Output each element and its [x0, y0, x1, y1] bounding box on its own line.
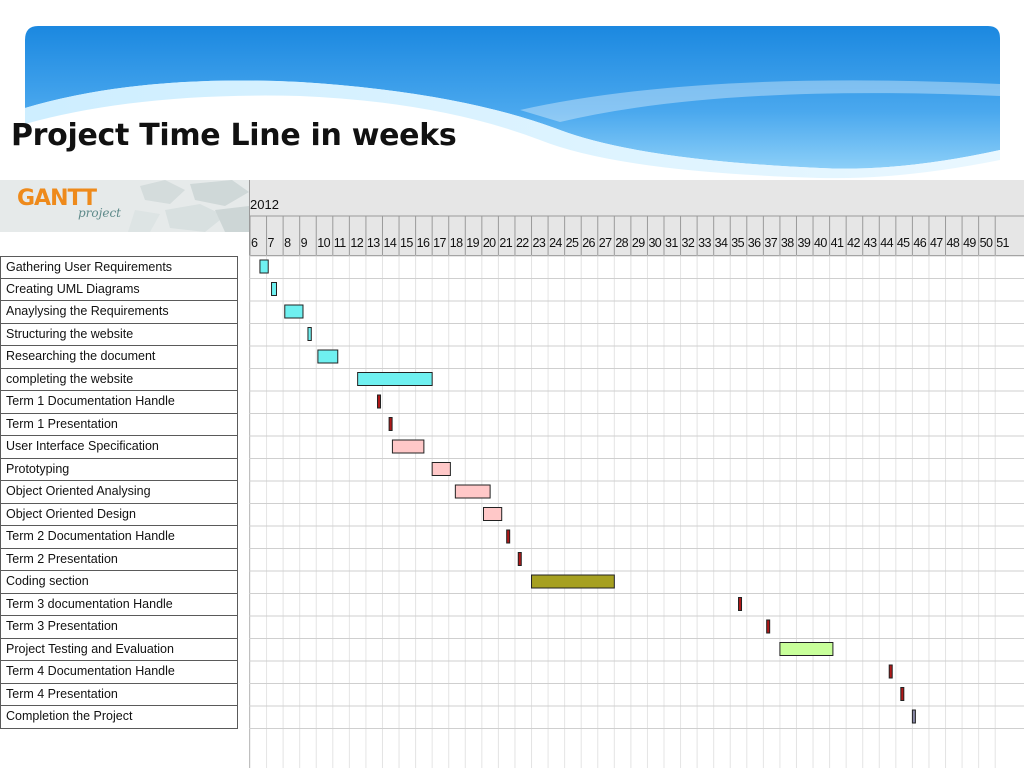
task-bar: [506, 529, 511, 544]
week-tick-label: 30: [648, 236, 661, 250]
logo-subtext: project: [78, 206, 122, 220]
week-tick-label: 50: [980, 236, 993, 250]
week-tick-label: 25: [566, 236, 579, 250]
slide-banner: [25, 26, 1000, 179]
task-row[interactable]: Term 1 Presentation: [0, 413, 238, 436]
task-bar: [357, 372, 433, 386]
week-tick-label: 6: [251, 236, 258, 250]
week-tick-label: 24: [549, 236, 562, 250]
task-row[interactable]: Prototyping: [0, 458, 238, 481]
task-bar: [391, 439, 425, 454]
week-tick-label: 46: [913, 236, 926, 250]
week-tick-label: 41: [831, 236, 844, 250]
task-row[interactable]: Term 2 Documentation Handle: [0, 526, 238, 549]
week-tick-label: 39: [797, 236, 810, 250]
task-row[interactable]: Term 2 Presentation: [0, 548, 238, 571]
week-tick-label: 43: [864, 236, 877, 250]
week-tick-label: 11: [334, 236, 346, 250]
week-tick-label: 9: [301, 236, 308, 250]
task-row[interactable]: Creating UML Diagrams: [0, 278, 238, 301]
task-bar: [900, 687, 905, 701]
logo-hexagon-pattern: [128, 180, 249, 232]
week-tick-label: 8: [284, 236, 291, 250]
year-label: 2012: [250, 197, 279, 212]
task-row[interactable]: Gathering User Requirements: [0, 256, 238, 279]
week-tick-label: 13: [367, 236, 380, 250]
week-tick-label: 29: [632, 236, 645, 250]
task-row[interactable]: User Interface Specification: [0, 436, 238, 459]
week-tick-label: 27: [599, 236, 612, 250]
task-bar: [888, 664, 893, 679]
week-tick-label: 16: [417, 236, 430, 250]
week-tick-label: 32: [682, 236, 695, 250]
task-row[interactable]: Term 1 Documentation Handle: [0, 391, 238, 414]
slide-title: Project Time Line in weeks: [11, 118, 457, 153]
week-tick-label: 33: [698, 236, 711, 250]
task-row[interactable]: Object Oriented Analysing: [0, 481, 238, 504]
task-row[interactable]: completing the website: [0, 368, 238, 391]
week-tick-label: 17: [433, 236, 446, 250]
task-bar: [517, 552, 522, 566]
task-bar: [454, 484, 491, 499]
task-bar: [431, 462, 451, 476]
task-row[interactable]: Term 4 Documentation Handle: [0, 661, 238, 684]
week-tick-label: 18: [450, 236, 463, 250]
task-bar: [307, 327, 312, 341]
task-row[interactable]: Anaylysing the Requirements: [0, 301, 238, 324]
task-bar: [779, 642, 834, 656]
task-bar: [482, 507, 503, 521]
week-tick-label: 19: [466, 236, 479, 250]
task-row[interactable]: Researching the document: [0, 346, 238, 369]
week-tick-label: 28: [615, 236, 628, 250]
week-tick-label: 22: [516, 236, 529, 250]
task-bar: [388, 417, 393, 431]
task-row[interactable]: Project Testing and Evaluation: [0, 638, 238, 661]
week-tick-label: 34: [715, 236, 728, 250]
week-tick-label: 42: [847, 236, 860, 250]
week-tick-label: 36: [748, 236, 761, 250]
task-bar: [317, 349, 339, 364]
gantt-chart: 2012 6 7 8 9 10 11 12 13 14 15 16 17 18 19 20 21 22 23 24 25…: [249, 180, 1024, 768]
task-bar: [284, 304, 304, 319]
week-tick-label: 20: [483, 236, 496, 250]
week-tick-label: 7: [268, 236, 275, 250]
task-bar: [531, 574, 615, 589]
task-bar: [766, 619, 771, 634]
week-tick-label: 15: [400, 236, 413, 250]
week-tick-label: 10: [317, 236, 330, 250]
week-tick-label: 21: [499, 236, 512, 250]
task-row[interactable]: Object Oriented Design: [0, 503, 238, 526]
task-row[interactable]: Term 3 documentation Handle: [0, 593, 238, 616]
task-bar: [738, 597, 743, 611]
week-tick-label: 26: [582, 236, 595, 250]
task-row[interactable]: Term 4 Presentation: [0, 683, 238, 706]
task-bar: [259, 259, 269, 274]
task-list: Gathering User Requirements Creating UML …: [0, 256, 238, 729]
task-bar: [271, 282, 277, 296]
task-bar: [911, 709, 916, 724]
week-tick-label: 38: [781, 236, 794, 250]
week-tick-label: 14: [383, 236, 396, 250]
week-tick-label: 47: [930, 236, 943, 250]
logo-text: GANTT: [17, 186, 97, 211]
week-tick-label: 45: [897, 236, 910, 250]
week-tick-label: 40: [814, 236, 827, 250]
week-tick-label: 23: [533, 236, 546, 250]
week-tick-label: 37: [764, 236, 777, 250]
week-tick-label: 31: [665, 236, 678, 250]
task-row[interactable]: Coding section: [0, 571, 238, 594]
ganttproject-logo: GANTT project: [0, 180, 249, 232]
task-row[interactable]: Structuring the website: [0, 323, 238, 346]
week-tick-label: 35: [731, 236, 744, 250]
chart-header: [249, 180, 1024, 256]
week-tick-label: 51: [996, 236, 1009, 250]
week-tick-label: 49: [963, 236, 976, 250]
task-bar: [377, 394, 382, 409]
week-tick-label: 44: [880, 236, 893, 250]
week-tick-label: 12: [350, 236, 363, 250]
task-row[interactable]: Completion the Project: [0, 706, 238, 729]
task-row[interactable]: Term 3 Presentation: [0, 616, 238, 639]
week-tick-label: 48: [947, 236, 960, 250]
